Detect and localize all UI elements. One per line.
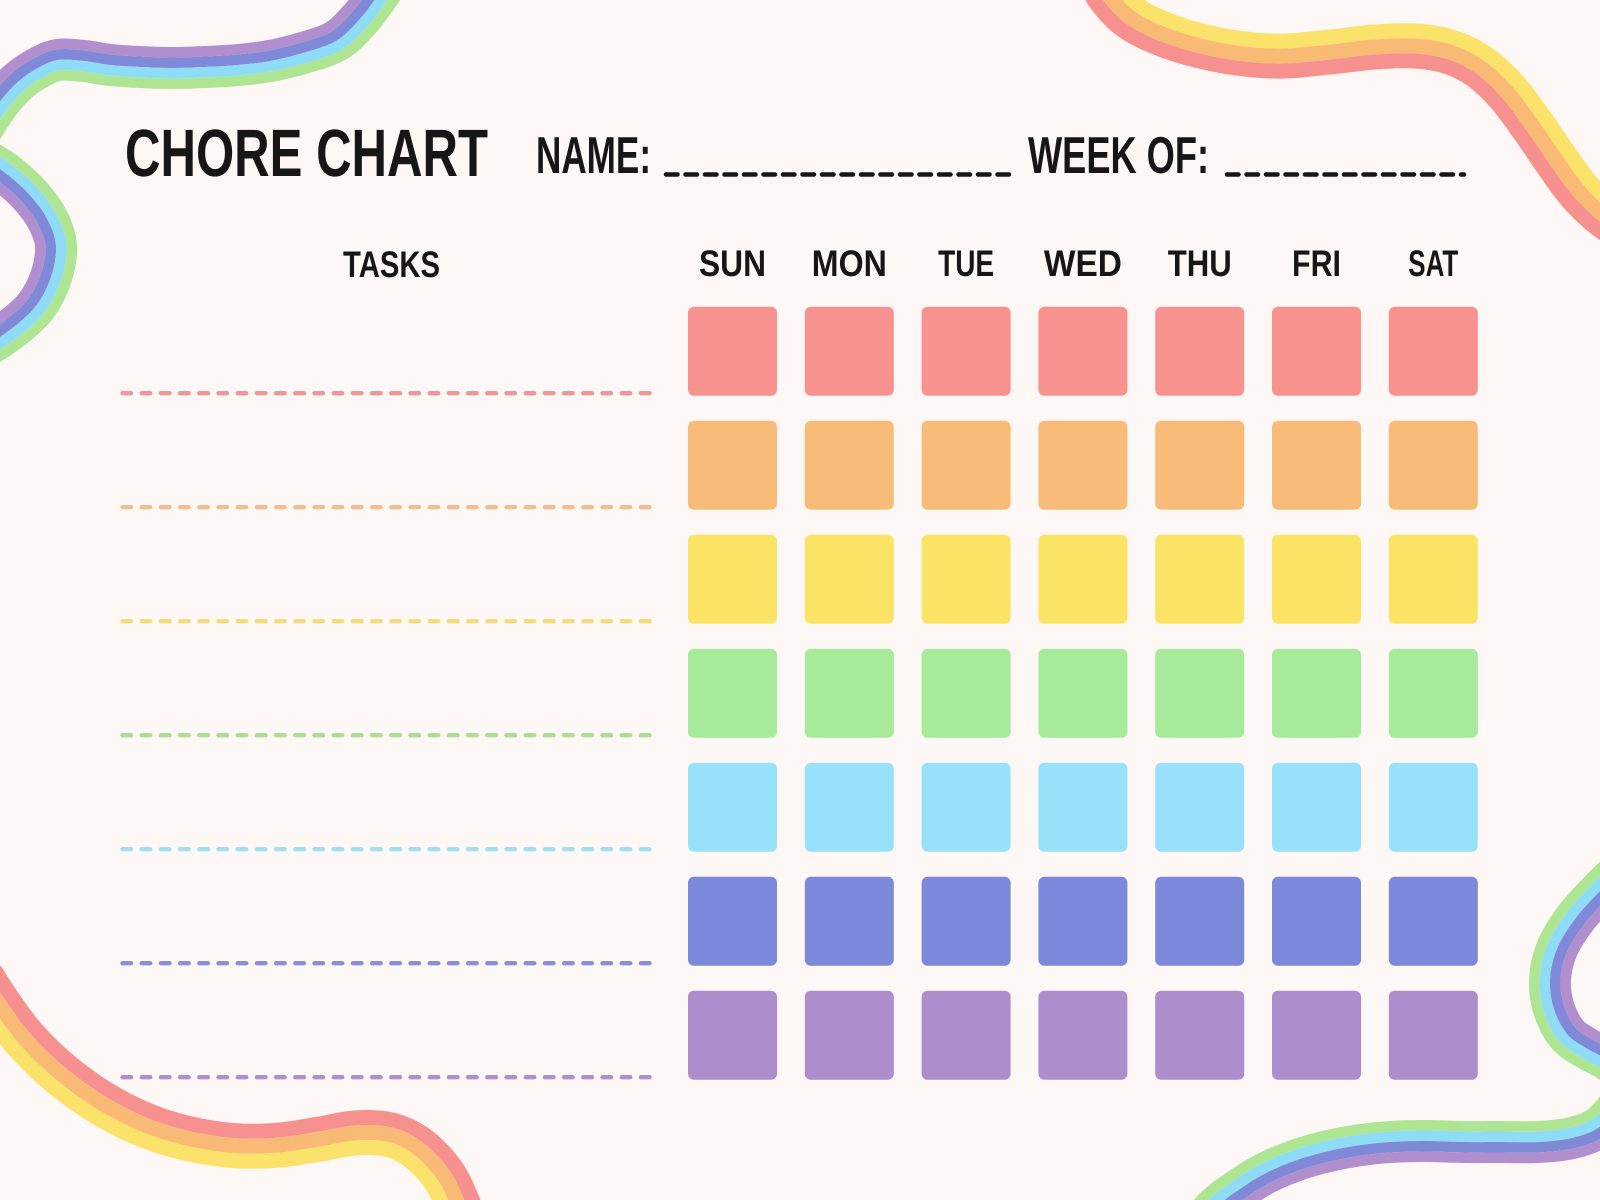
svg-text:SAT: SAT xyxy=(1408,243,1458,284)
svg-text:WED: WED xyxy=(1044,243,1122,284)
svg-text:CHORE CHART: CHORE CHART xyxy=(125,116,488,191)
svg-text:NAME:: NAME: xyxy=(536,127,651,185)
svg-text:TUE: TUE xyxy=(938,243,994,284)
svg-text:TASKS: TASKS xyxy=(343,244,440,285)
svg-text:WEEK OF:: WEEK OF: xyxy=(1028,127,1209,185)
svg-text:MON: MON xyxy=(812,243,887,284)
svg-text:THU: THU xyxy=(1168,243,1232,284)
svg-text:FRI: FRI xyxy=(1292,243,1341,284)
svg-text:SUN: SUN xyxy=(699,243,766,284)
